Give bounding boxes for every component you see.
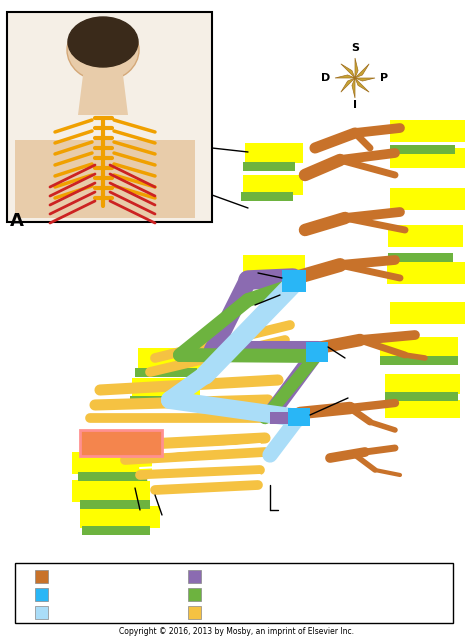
Bar [243, 162, 295, 171]
Bar [7, 12, 212, 222]
Bar [385, 400, 460, 418]
Bar [188, 570, 201, 583]
Bar [270, 412, 288, 424]
Bar [15, 563, 453, 623]
Bar [243, 255, 305, 277]
Bar [72, 480, 150, 502]
Bar [130, 396, 192, 405]
Bar [390, 120, 465, 142]
Bar [80, 430, 162, 456]
Bar [80, 506, 160, 528]
Text: I: I [353, 100, 357, 110]
Text: P: P [380, 73, 388, 83]
Bar [390, 188, 465, 210]
Bar [385, 392, 458, 401]
Bar [243, 175, 303, 195]
Bar [380, 356, 458, 365]
Polygon shape [355, 58, 358, 78]
Bar [135, 368, 197, 377]
Bar [132, 378, 200, 398]
Polygon shape [355, 64, 369, 78]
Text: D: D [321, 73, 330, 83]
Bar [385, 374, 460, 394]
Bar [387, 262, 465, 284]
Bar [282, 270, 306, 292]
Polygon shape [355, 78, 375, 81]
Polygon shape [355, 78, 369, 92]
Bar [388, 253, 453, 262]
Text: Copyright © 2016, 2013 by Mosby, an imprint of Elsevier Inc.: Copyright © 2016, 2013 by Mosby, an impr… [119, 627, 355, 636]
Polygon shape [341, 78, 355, 92]
Bar [138, 348, 206, 370]
Ellipse shape [68, 17, 138, 67]
Polygon shape [341, 64, 355, 78]
Bar [35, 588, 48, 601]
Bar [35, 570, 48, 583]
Text: A: A [10, 212, 24, 230]
Bar [241, 192, 293, 201]
Bar [188, 606, 201, 619]
Polygon shape [335, 75, 355, 78]
Polygon shape [15, 140, 195, 218]
Bar [288, 408, 310, 426]
Bar [35, 606, 48, 619]
Bar [390, 302, 465, 324]
Polygon shape [352, 78, 355, 98]
Bar [82, 526, 150, 535]
Bar [245, 143, 303, 163]
Bar [188, 588, 201, 601]
Ellipse shape [67, 19, 139, 81]
Bar [390, 145, 455, 154]
Bar [306, 342, 328, 362]
Bar [388, 225, 463, 247]
Bar [78, 472, 148, 481]
Bar [72, 452, 152, 474]
Bar [380, 337, 458, 359]
Text: S: S [351, 43, 359, 53]
Bar [390, 148, 465, 168]
Polygon shape [78, 75, 128, 115]
Bar [80, 500, 150, 509]
